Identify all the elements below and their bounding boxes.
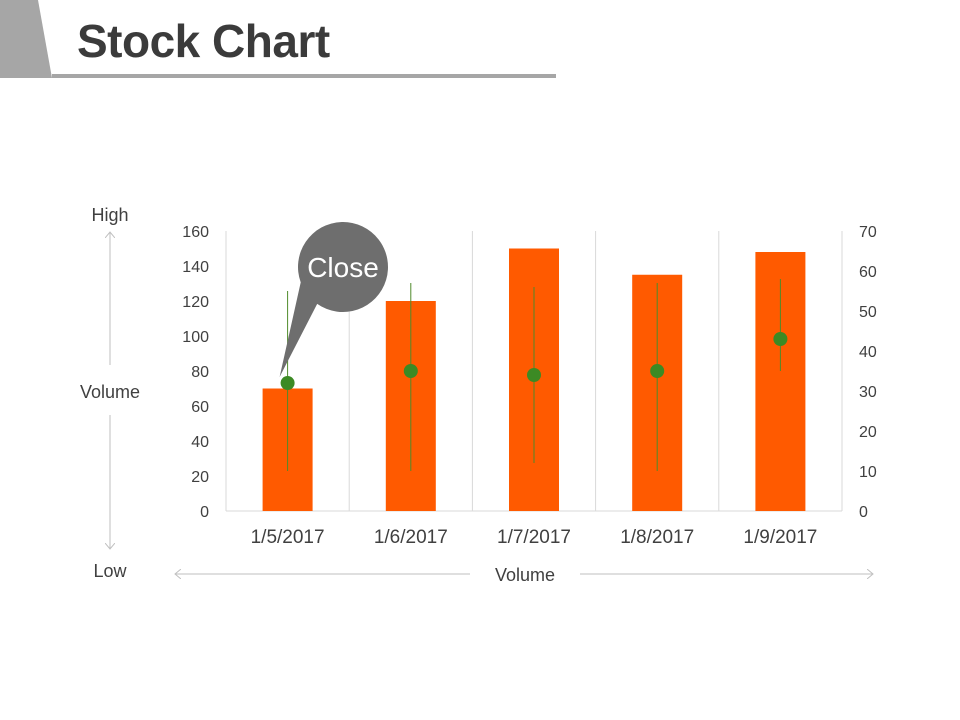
close-marker [650,364,665,378]
left-tick-label: 100 [182,329,209,346]
side-arrows [110,233,872,574]
page-title: Stock Chart [77,15,330,67]
left-tick-label: 0 [200,504,209,521]
right-tick-label: 60 [859,264,877,281]
right-axis-ticks: 0 10 20 30 40 50 60 70 [859,224,877,521]
callout-label: Close [307,252,379,283]
x-tick-label: 1/6/2017 [374,527,448,548]
left-axis-ticks: 0 20 40 60 80 100 120 140 160 [182,224,209,521]
close-markers [280,332,788,390]
right-tick-label: 50 [859,304,877,321]
left-tick-label: 20 [191,469,209,486]
close-callout: Close [279,222,389,377]
x-tick-label: 1/7/2017 [497,527,571,548]
left-tick-label: 60 [191,399,209,416]
left-tick-label: 160 [182,224,209,241]
callout-bubble [279,222,389,377]
right-tick-label: 0 [859,504,868,521]
right-tick-label: 10 [859,464,877,481]
right-tick-label: 30 [859,384,877,401]
side-label-low: Low [93,561,127,581]
close-marker [527,368,541,382]
close-marker [403,364,418,378]
x-tick-label: 1/9/2017 [743,527,817,548]
x-axis-label: Volume [495,565,555,585]
close-marker [773,332,788,346]
side-label-volume: Volume [80,382,140,402]
right-tick-label: 20 [859,424,877,441]
title-underline [52,74,556,78]
left-tick-label: 120 [182,294,209,311]
left-tick-label: 80 [191,364,209,381]
x-axis-ticks: 1/5/2017 1/6/2017 1/7/2017 1/8/2017 1/9/2017 [251,527,818,548]
right-tick-label: 40 [859,344,877,361]
side-label-high: High [91,205,128,225]
close-marker [280,376,295,390]
left-tick-label: 40 [191,434,209,451]
left-tick-label: 140 [182,259,209,276]
title-bar: Stock Chart [0,0,960,90]
x-tick-label: 1/5/2017 [251,527,325,548]
right-tick-label: 70 [859,224,877,241]
x-tick-label: 1/8/2017 [620,527,694,548]
